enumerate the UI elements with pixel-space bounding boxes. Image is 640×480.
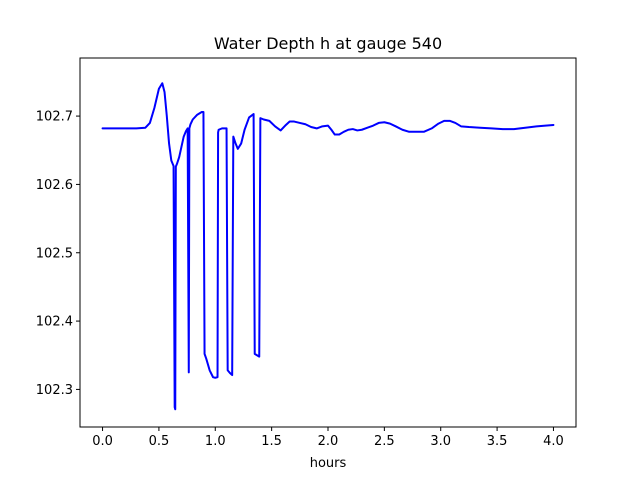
- x-tick-label: 3.5: [487, 434, 508, 449]
- x-tick-label: 2.0: [318, 434, 339, 449]
- x-tick-label: 0.5: [149, 434, 170, 449]
- series-line: [101, 82, 555, 411]
- x-tick-label: 3.0: [430, 434, 451, 449]
- x-axis-title: hours: [310, 456, 347, 471]
- y-axis-ticks: 102.3 102.4 102.5 102.6 102.7: [36, 110, 80, 398]
- x-tick-label: 1.5: [261, 434, 282, 449]
- y-tick-label: 102.4: [36, 315, 73, 330]
- y-tick-label: 102.3: [36, 383, 73, 398]
- chart-title: Water Depth h at gauge 540: [214, 34, 442, 53]
- plot-area: 0.0 0.5 1.0 1.5 2.0 2.5 3.0 3.5 4.0 102.3102.410…: [36, 57, 577, 449]
- x-axis-ticks: 0.0 0.5 1.0 1.5 2.0 2.5 3.0 3.5 4.0: [92, 427, 564, 449]
- x-tick-label: 2.5: [374, 434, 395, 449]
- x-tick-label: 4.0: [543, 434, 564, 449]
- y-tick-label: 102.5: [36, 246, 73, 261]
- y-tick-label: 102.6: [36, 178, 73, 193]
- y-tick-label: 102.7: [36, 110, 73, 125]
- x-tick-label: 0.0: [92, 434, 113, 449]
- x-tick-label: 1.0: [205, 434, 226, 449]
- axes-frame: [79, 57, 577, 428]
